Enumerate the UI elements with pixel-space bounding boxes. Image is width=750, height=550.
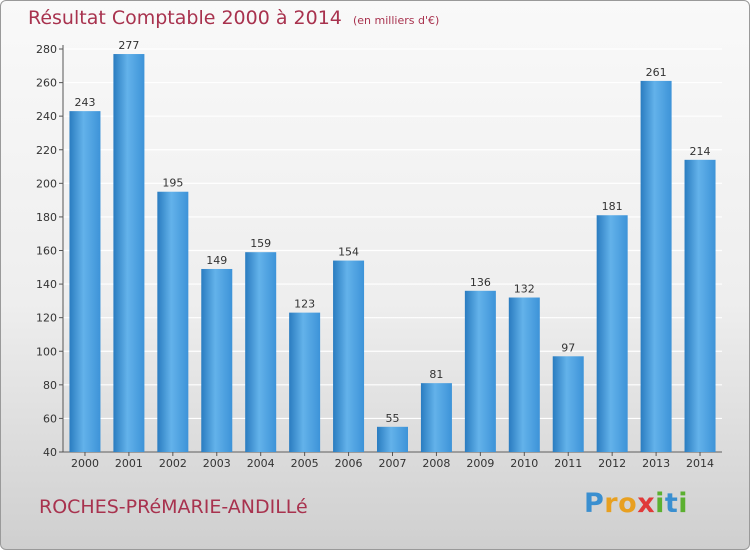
- logo-letter: o: [618, 488, 638, 519]
- chart-title-main: Résultat Comptable 2000 à 2014: [28, 7, 342, 29]
- bar-value-label: 261: [646, 66, 667, 79]
- x-tick-label: 2014: [686, 457, 714, 470]
- bar: [552, 356, 584, 452]
- logo-letter: i: [655, 488, 665, 519]
- bar: [157, 191, 189, 452]
- logo-letter: i: [678, 488, 689, 519]
- commune-name: ROCHES-PRéMARIE-ANDILLé: [39, 496, 308, 518]
- bar-value-label: 243: [74, 96, 95, 109]
- logo-letter: P: [584, 488, 605, 519]
- bar: [289, 312, 321, 452]
- bar-value-label: 123: [294, 298, 315, 311]
- bar: [245, 252, 277, 452]
- value-labels: 243 277 195 149 159 123 154 55 81 136 132 97 181 261 2…: [74, 39, 710, 425]
- bar-value-label: 81: [429, 368, 443, 381]
- x-tick-label: 2002: [159, 457, 187, 470]
- bar: [113, 54, 145, 452]
- x-tick-label: 2008: [422, 457, 450, 470]
- x-tick-label: 2000: [71, 457, 99, 470]
- chart-title: Résultat Comptable 2000 à 2014 (en milli…: [28, 7, 439, 29]
- y-tick-label: 120: [36, 312, 57, 325]
- x-tick-label: 2009: [466, 457, 494, 470]
- bar: [69, 111, 101, 453]
- x-tick-label: 2003: [203, 457, 231, 470]
- bar: [333, 260, 365, 452]
- y-tick-label: 160: [36, 245, 57, 258]
- bar: [377, 426, 408, 452]
- bar: [201, 268, 233, 452]
- bar-value-label: 195: [162, 177, 183, 190]
- y-tick-label: 260: [36, 77, 57, 90]
- bars: [69, 54, 716, 453]
- logo-letter: t: [664, 488, 679, 519]
- y-tick-label: 220: [36, 144, 57, 157]
- bar: [508, 297, 540, 452]
- x-tick-label: 2010: [510, 457, 538, 470]
- bar: [684, 159, 716, 452]
- y-tick-label: 200: [36, 177, 57, 190]
- y-tick-label: 60: [43, 412, 57, 425]
- bar-value-label: 136: [470, 276, 491, 289]
- bar-value-label: 132: [514, 283, 535, 296]
- x-tick-label: 2013: [642, 457, 670, 470]
- logo-letter: r: [604, 488, 619, 519]
- x-tick-label: 2011: [554, 457, 582, 470]
- y-tick-label: 40: [43, 446, 57, 459]
- bar-value-label: 159: [250, 237, 271, 250]
- y-tick-label: 140: [36, 278, 57, 291]
- y-tick-labels: 40 60 80 100 120 140 160 180 200 220 240 260 280: [36, 43, 57, 459]
- bar-value-label: 214: [690, 145, 711, 158]
- y-tick-label: 280: [36, 43, 57, 56]
- y-tick-label: 180: [36, 211, 57, 224]
- x-tick-label: 2007: [379, 457, 407, 470]
- proxiti-logo: Proxiti: [584, 488, 688, 519]
- bar-value-label: 97: [561, 341, 575, 354]
- y-tick-label: 240: [36, 110, 57, 123]
- x-tick-label: 2005: [291, 457, 319, 470]
- bar-value-label: 181: [602, 200, 623, 213]
- x-tick-label: 2006: [335, 457, 363, 470]
- x-tick-label: 2012: [598, 457, 626, 470]
- bar-value-label: 154: [338, 246, 359, 259]
- x-tick-label: 2001: [115, 457, 143, 470]
- bar: [464, 290, 496, 452]
- bar: [640, 80, 672, 452]
- bar-value-label: 277: [118, 39, 139, 52]
- y-tick-label: 80: [43, 379, 57, 392]
- bar-value-label: 55: [386, 412, 400, 425]
- x-tick-labels: 2000 2001 2002 2003 2004 2005 2006 2007 2008 2009…: [71, 457, 714, 470]
- bar-value-label: 149: [206, 254, 227, 267]
- bar: [420, 383, 452, 452]
- chart-title-unit: (en milliers d'€): [352, 14, 440, 27]
- logo-letter: x: [637, 488, 656, 519]
- x-tick-label: 2004: [247, 457, 275, 470]
- bar: [596, 215, 628, 452]
- y-tick-label: 100: [36, 345, 57, 358]
